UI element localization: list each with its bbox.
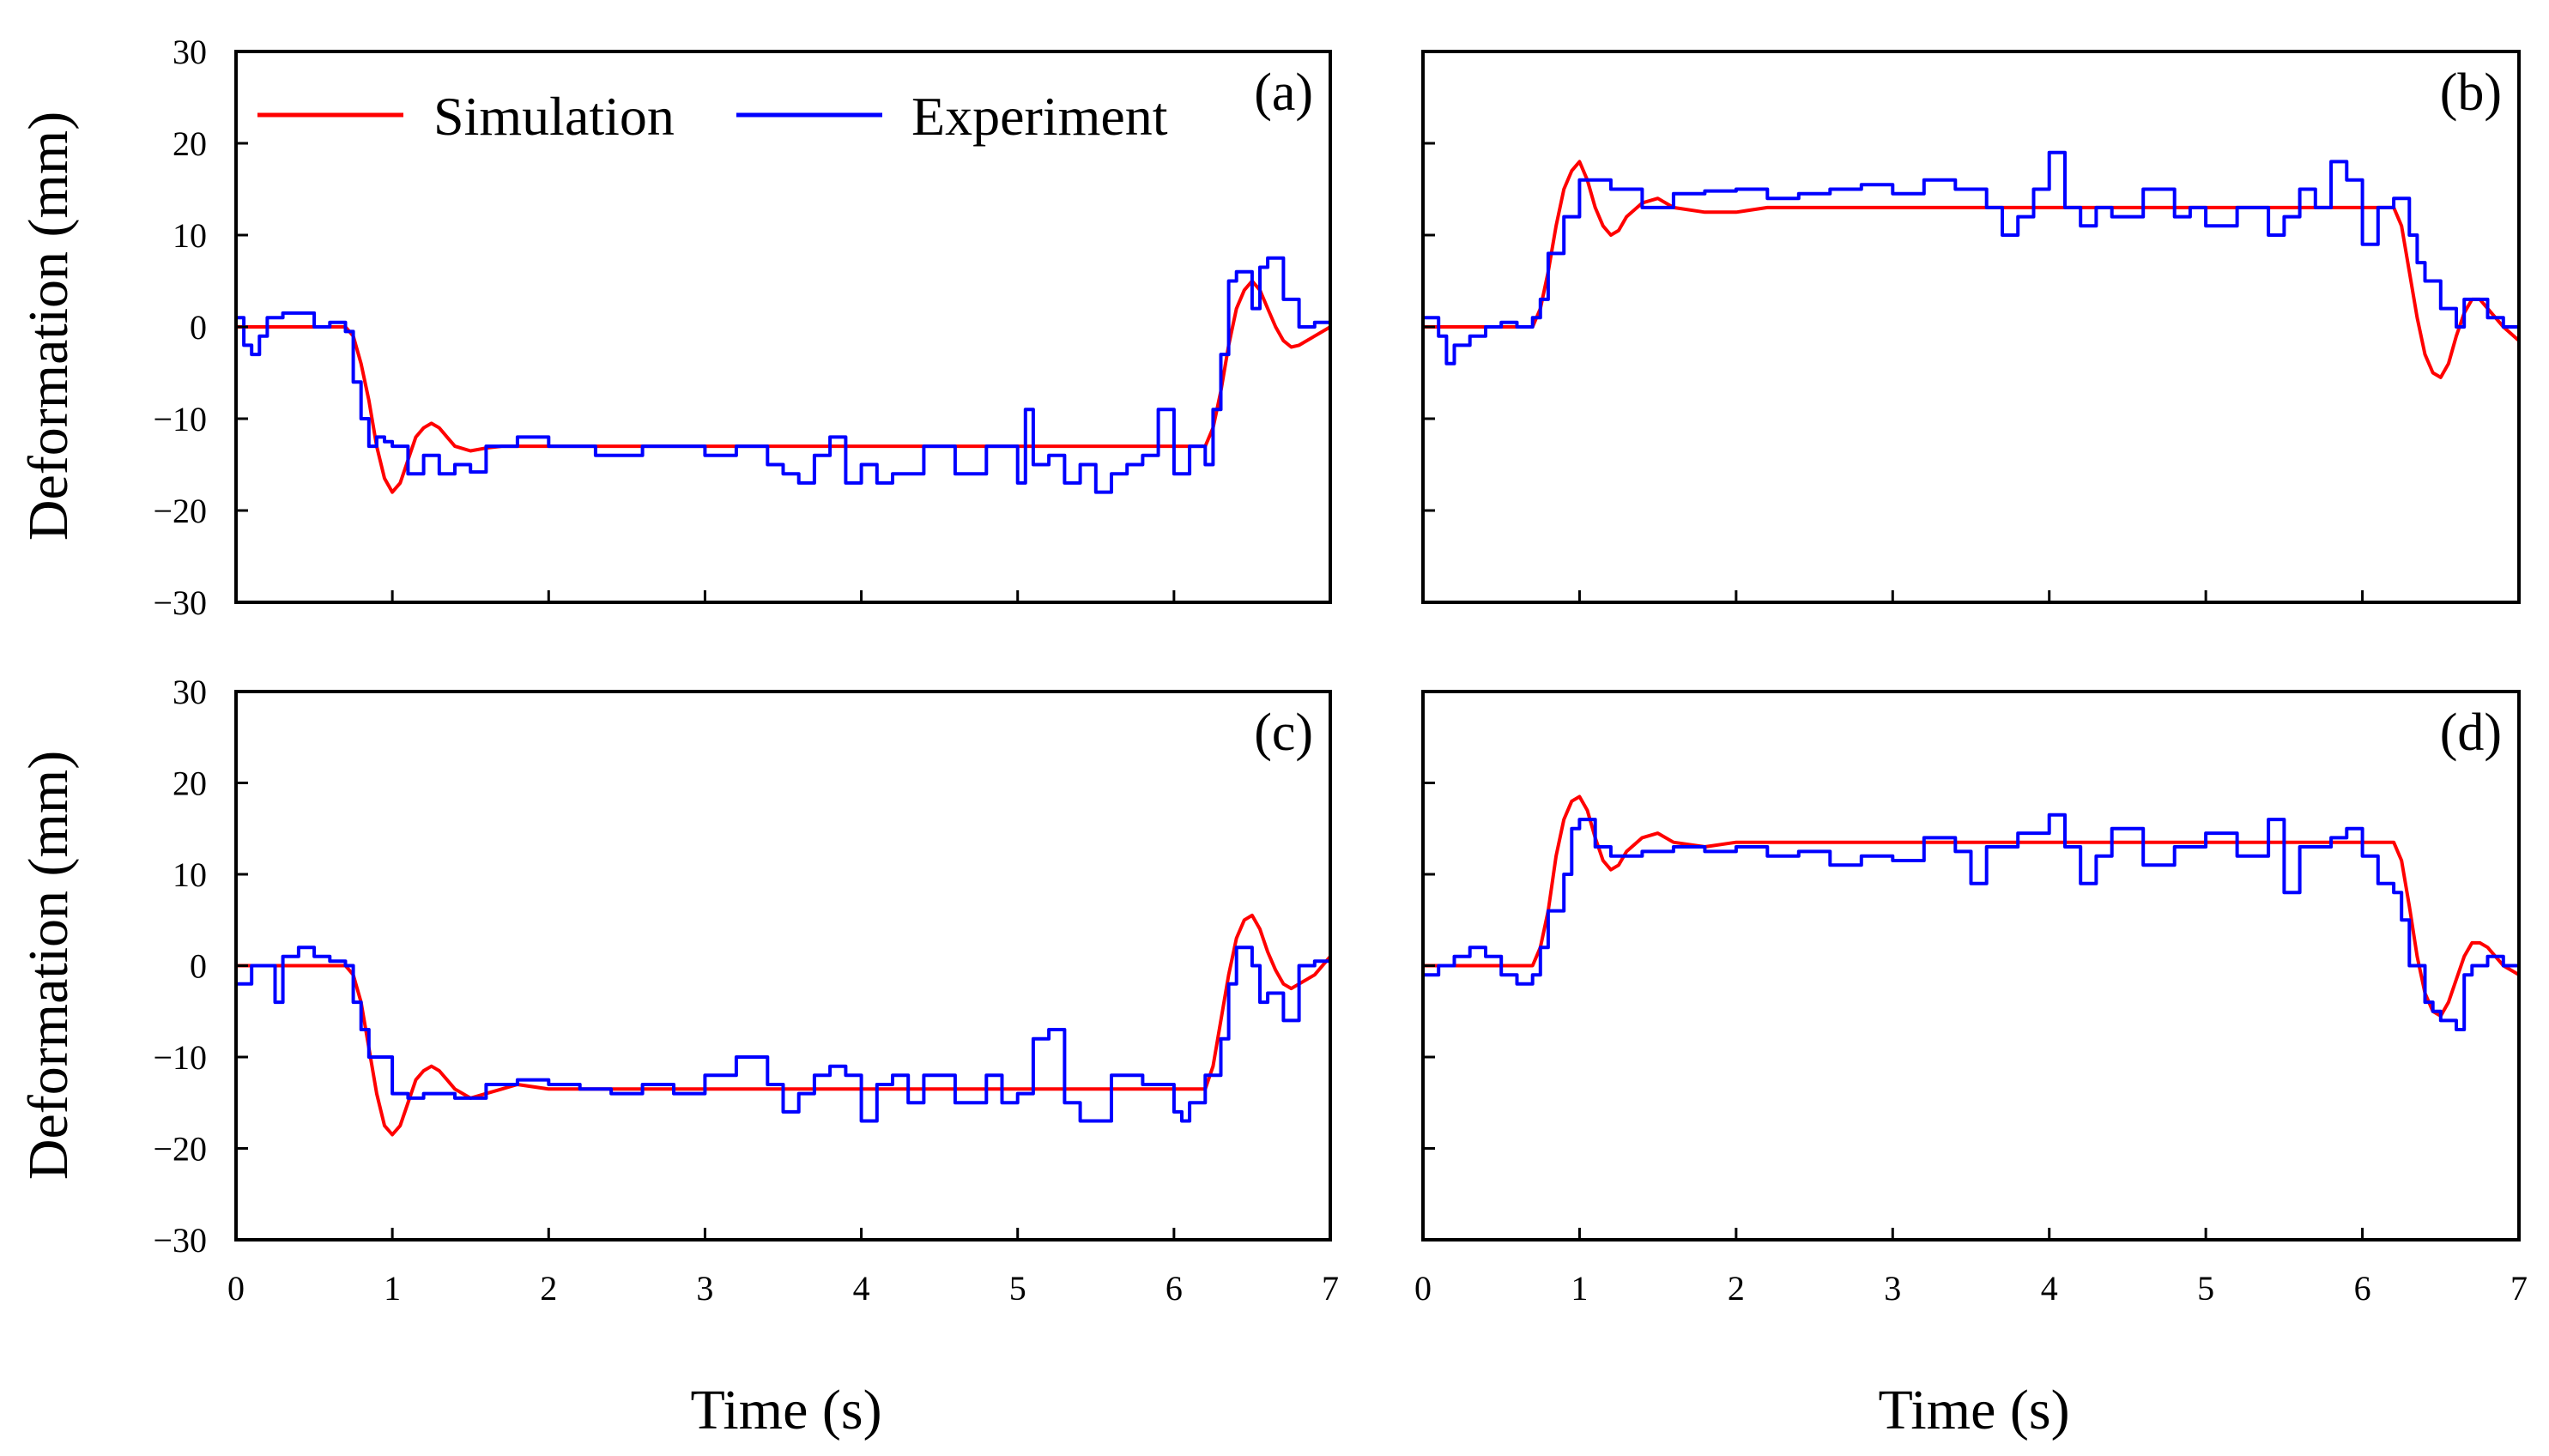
panel-c-xtick-label: 5	[1009, 1269, 1026, 1308]
y-axis-title-bottom: Deformation (mm)	[17, 751, 80, 1180]
panel-c-ytick-label: −10	[153, 1038, 207, 1077]
legend-simulation-label: Simulation	[433, 86, 675, 147]
panel-a-ytick-label: 30	[173, 33, 207, 71]
panel-b-simulation-line	[1423, 160, 2519, 379]
panel-c-ytick-label: −30	[153, 1221, 207, 1260]
panel-a-simulation-line	[236, 279, 1330, 494]
panel-c-xtick-label: 4	[853, 1269, 870, 1308]
panel-b-label: (b)	[2440, 63, 2502, 122]
panel-d-xtick-label: 1	[1571, 1269, 1588, 1308]
panel-c-frame	[234, 690, 1332, 1242]
panel-a: −30 −20 −10 0 10 20 30 (a)	[153, 33, 1332, 622]
panel-a-ytick-label: −20	[153, 492, 207, 530]
panel-c-ytick-label: 20	[173, 764, 207, 803]
panel-c-xtick-label: 2	[540, 1269, 557, 1308]
legend: Simulation Experiment	[257, 86, 1168, 147]
panel-c-label: (c)	[1254, 704, 1313, 762]
panel-b-frame	[1421, 50, 2521, 604]
panel-c-simulation-line	[236, 913, 1330, 1137]
panel-d-xtick-label: 6	[2354, 1269, 2371, 1308]
panel-a-ytick-label: 0	[190, 308, 207, 347]
panel-c-xtick-label: 1	[384, 1269, 401, 1308]
panel-a-ytick-label: −10	[153, 400, 207, 438]
panel-d: 0 1 2 3 4 5 6 7 (d)	[1414, 690, 2528, 1308]
panel-c-xtick-label: 7	[1322, 1269, 1339, 1308]
panel-c: −30 −20 −10 0 10 20 30 0 1 2 3 4 5 6 7 (c)	[153, 673, 1339, 1308]
panel-a-experiment-line	[236, 256, 1330, 494]
panel-c-ytick-label: 30	[173, 673, 207, 711]
panel-b: (b)	[1421, 50, 2521, 604]
panel-c-xtick-label: 3	[696, 1269, 713, 1308]
panel-d-experiment-line	[1423, 813, 2519, 1031]
panel-d-xtick-label: 4	[2041, 1269, 2058, 1308]
x-axis-title-left: Time (s)	[690, 1379, 881, 1441]
y-axis-title-top: Deformation (mm)	[17, 112, 80, 541]
panel-d-xtick-label: 2	[1728, 1269, 1745, 1308]
panel-a-label: (a)	[1254, 63, 1313, 122]
panel-c-experiment-line	[236, 945, 1330, 1123]
panel-c-ytick-label: 0	[190, 947, 207, 986]
panel-a-ytick-label: 10	[173, 216, 207, 255]
panel-c-xtick-label: 6	[1166, 1269, 1183, 1308]
panel-c-ytick-label: −20	[153, 1130, 207, 1169]
panel-d-frame	[1421, 690, 2521, 1242]
panel-d-label: (d)	[2440, 704, 2502, 762]
panel-a-ytick-label: −30	[153, 583, 207, 622]
panel-c-ytick-label: 10	[173, 855, 207, 894]
panel-c-xtick-label: 0	[227, 1269, 245, 1308]
legend-experiment-label: Experiment	[911, 86, 1168, 147]
panel-d-xtick-label: 5	[2197, 1269, 2214, 1308]
panel-d-xtick-label: 0	[1414, 1269, 1432, 1308]
x-axis-title-right: Time (s)	[1878, 1379, 2069, 1441]
panel-a-ytick-label: 20	[173, 124, 207, 163]
panel-d-xtick-label: 7	[2510, 1269, 2528, 1308]
panel-d-xtick-label: 3	[1884, 1269, 1901, 1308]
panel-b-experiment-line	[1423, 150, 2519, 366]
